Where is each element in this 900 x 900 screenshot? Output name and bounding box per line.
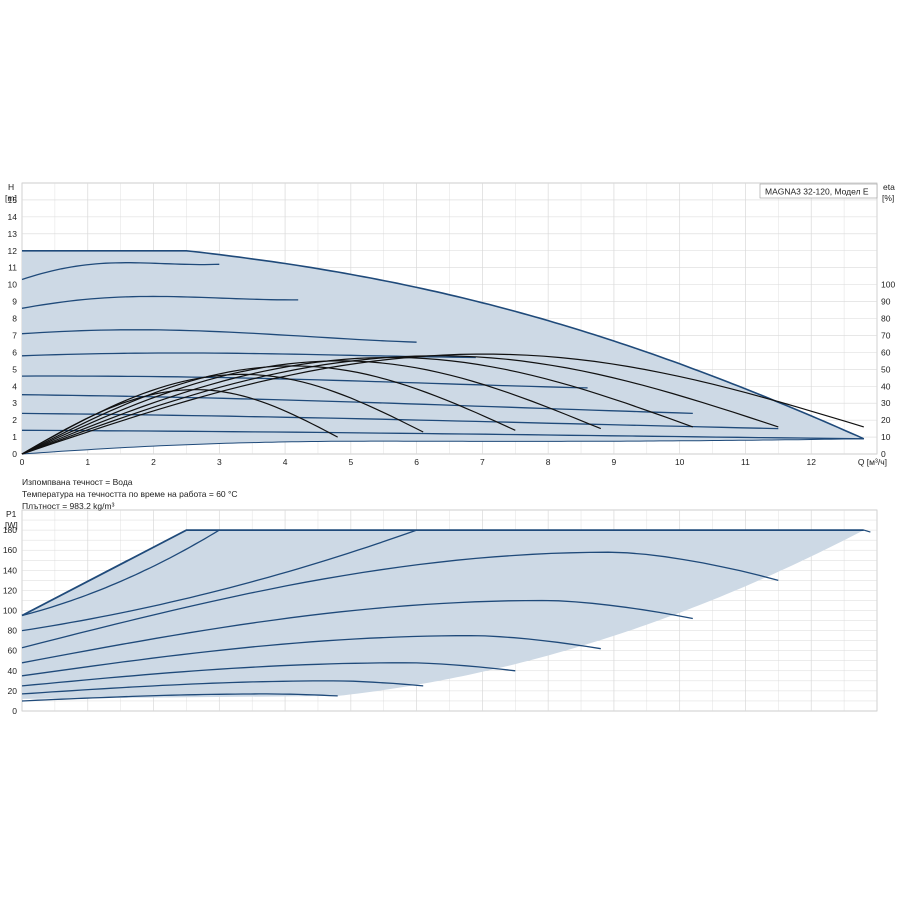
head-ytick-label: 5 [12, 364, 17, 374]
head-ytick-label: 8 [12, 314, 17, 324]
fluid-info-line1: Изпомпвана течност = Вода [22, 477, 133, 487]
power-speed-curve [21, 529, 220, 617]
head-min-curve [21, 438, 864, 455]
head-speed-curve [21, 429, 864, 440]
fluid-info-line2: Температура на течността по време на раб… [22, 489, 238, 499]
power-operating-area [22, 530, 864, 699]
power-ytick-label: 140 [3, 565, 17, 575]
head-ytick-label: 4 [12, 381, 17, 391]
head-xtick-label: 3 [217, 457, 222, 467]
model-label: MAGNA3 32-120, Модел E [765, 187, 869, 197]
power-ytick-label: 80 [8, 626, 18, 636]
head-xtick-label: 12 [806, 457, 816, 467]
power-speed-curve [21, 693, 338, 702]
eta-ytick-label: 30 [881, 398, 891, 408]
head-ytick-label: 12 [8, 246, 18, 256]
fluid-info: Изпомпвана течност = Вода Температура на… [22, 476, 238, 512]
power-ytick-label: 60 [8, 646, 18, 656]
eta-ytick-label: 20 [881, 415, 891, 425]
head-ytick-label: 9 [12, 297, 17, 307]
efficiency-curve [21, 355, 779, 455]
head-ytick-label: 6 [12, 347, 17, 357]
head-xtick-label: 4 [283, 457, 288, 467]
head-speed-curve [21, 412, 779, 430]
fluid-info-line3: Плътност = 983.2 kg/m³ [22, 501, 115, 511]
head-ytick-label: 3 [12, 398, 17, 408]
eta-ytick-label: 60 [881, 347, 891, 357]
head-speed-curve [21, 375, 588, 389]
power-ytick-label: 20 [8, 686, 18, 696]
power-ytick-label: 180 [3, 525, 17, 535]
head-xtick-label: 7 [480, 457, 485, 467]
head-ytick-label: 13 [8, 229, 18, 239]
power-speed-curve [21, 599, 693, 664]
head-xtick-label: 6 [414, 457, 419, 467]
head-speed-curve [21, 295, 299, 309]
efficiency-curve [21, 373, 424, 455]
power-ytick-label: 0 [12, 706, 17, 716]
power-chart: 0 20 40 60 80 100 120 140 160 180 P1[W] [3, 509, 878, 716]
head-ytick-label: 14 [8, 212, 18, 222]
head-xtick-label: 5 [348, 457, 353, 467]
eta-ytick-label: 0 [881, 449, 886, 459]
eta-ytick-label: 80 [881, 314, 891, 324]
eta-ytick-label: 10 [881, 432, 891, 442]
head-speed-curve [21, 394, 693, 415]
head-xtick-label: 9 [612, 457, 617, 467]
head-ytick-label: 7 [12, 330, 17, 340]
head-xtick-label: 0 [20, 457, 25, 467]
power-max-end [863, 529, 871, 533]
efficiency-curve [21, 356, 694, 455]
eta-ytick-label: 50 [881, 364, 891, 374]
power-ylabel: P1 [6, 509, 17, 519]
head-ytick-label: 15 [8, 195, 18, 205]
power-speed-curve [21, 662, 516, 687]
head-ytick-label: 1 [12, 432, 17, 442]
efficiency-curve [21, 353, 864, 455]
eta-ytick-label: 70 [881, 330, 891, 340]
power-max-curve [21, 529, 864, 617]
eta-ylabel: eta [883, 182, 895, 192]
power-ytick-label: 120 [3, 585, 17, 595]
eta-ytick-label: 100 [881, 280, 895, 290]
power-speed-curve [21, 529, 417, 632]
head-max-curve [22, 250, 865, 440]
head-speed-curve [21, 262, 220, 281]
eta-ytick-label: 40 [881, 381, 891, 391]
power-speed-curve [21, 551, 779, 649]
eta-ytick-label: 90 [881, 297, 891, 307]
head-ytick-label: 0 [12, 449, 17, 459]
power-ytick-label: 160 [3, 545, 17, 555]
head-ytick-label: 11 [8, 263, 17, 273]
head-xtick-label: 11 [741, 457, 750, 467]
power-ylabel-unit: [W] [5, 520, 18, 530]
head-xtick-label: 10 [675, 457, 685, 467]
power-ytick-label: 100 [3, 606, 17, 616]
head-xtick-label: 2 [151, 457, 156, 467]
head-operating-area [22, 250, 864, 454]
eta-ylabel-unit: [%] [882, 193, 894, 203]
power-speed-curve [21, 680, 424, 695]
head-ytick-label: 10 [8, 280, 18, 290]
power-ytick-label: 40 [8, 666, 18, 676]
model-label-box [759, 183, 878, 199]
head-speed-curve [21, 329, 417, 343]
head-ylabel-unit: [m] [5, 193, 17, 203]
head-xlabel: Q [м³/ч] [858, 457, 887, 467]
head-ytick-label: 2 [12, 415, 17, 425]
head-ylabel: H [8, 182, 14, 192]
efficiency-curve [21, 360, 602, 455]
head-xtick-label: 8 [546, 457, 551, 467]
power-speed-curve [21, 634, 601, 677]
head-xtick-label: 1 [85, 457, 90, 467]
